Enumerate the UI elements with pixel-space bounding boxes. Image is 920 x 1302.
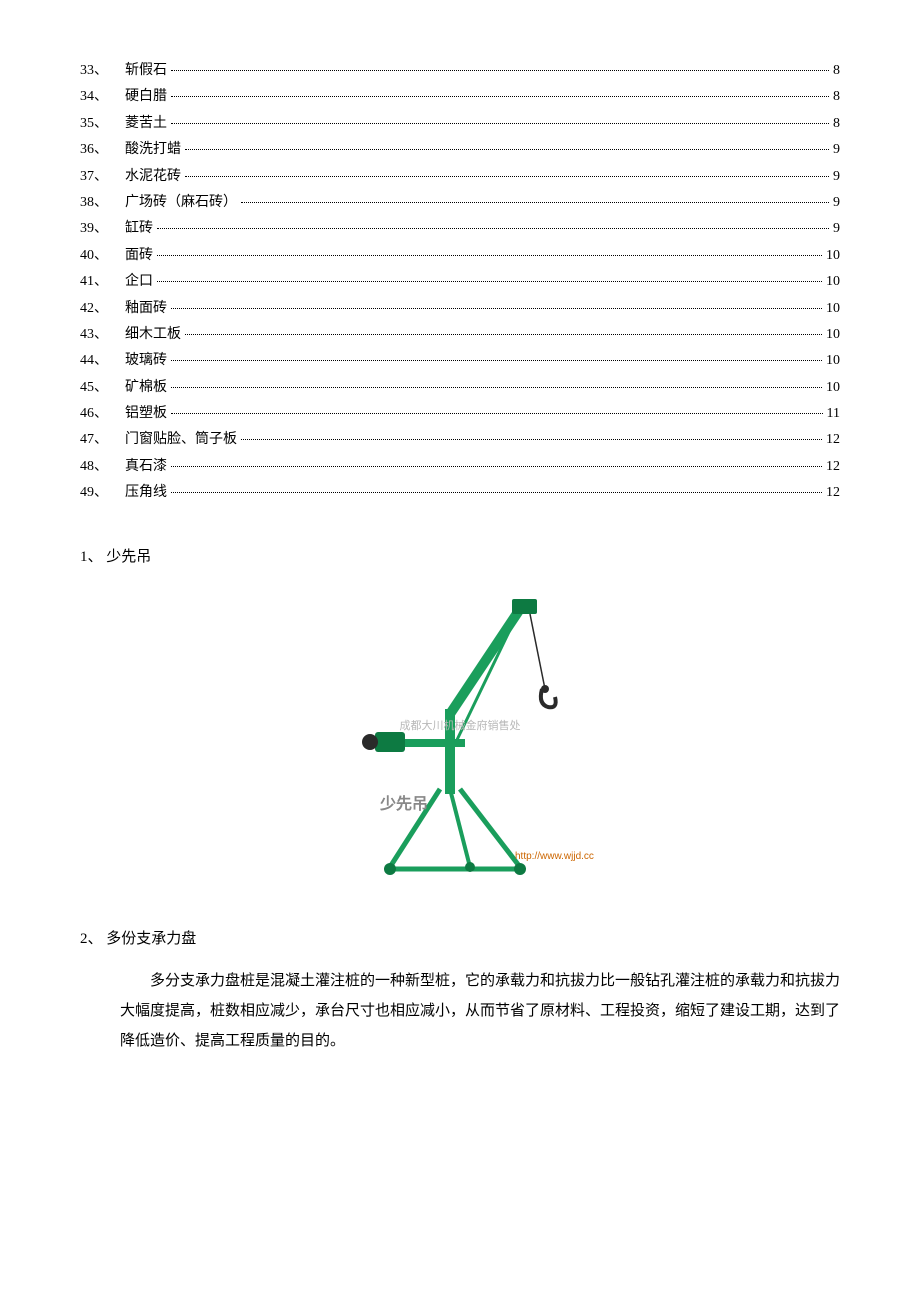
- section-heading: 1、 少先吊: [80, 545, 840, 569]
- toc-item: 38、 广场砖（麻石砖） 9: [80, 192, 840, 214]
- toc-page: 9: [833, 218, 840, 240]
- toc-title: 斩假石: [125, 60, 167, 82]
- section-heading: 2、 多份支承力盘: [80, 927, 840, 951]
- toc-number: 48、: [80, 456, 125, 478]
- toc-page: 10: [826, 350, 840, 372]
- toc-title: 玻璃砖: [125, 350, 167, 372]
- toc-title: 广场砖（麻石砖）: [125, 192, 237, 214]
- toc-page: 8: [833, 113, 840, 135]
- toc-number: 43、: [80, 324, 125, 346]
- toc-number: 33、: [80, 60, 125, 82]
- section-1: 1、 少先吊 成都大川: [80, 545, 840, 897]
- toc-item: 36、 酸洗打蜡 9: [80, 139, 840, 161]
- toc-item: 43、 细木工板 10: [80, 324, 840, 346]
- toc-title: 面砖: [125, 245, 153, 267]
- toc-item: 46、 铝塑板 11: [80, 403, 840, 425]
- toc-page: 10: [826, 298, 840, 320]
- toc-number: 34、: [80, 86, 125, 108]
- toc-dots: [171, 308, 822, 309]
- crane-icon: 成都大川机械金府销售处 少先吊 http://www.wjjd.cc: [320, 589, 600, 889]
- toc-number: 42、: [80, 298, 125, 320]
- toc-page: 9: [833, 166, 840, 188]
- toc-page: 10: [826, 245, 840, 267]
- toc-number: 47、: [80, 429, 125, 451]
- toc-page: 12: [826, 429, 840, 451]
- toc-dots: [171, 466, 822, 467]
- toc-dots: [171, 96, 829, 97]
- toc-number: 49、: [80, 482, 125, 504]
- toc-page: 10: [826, 271, 840, 293]
- toc-title: 酸洗打蜡: [125, 139, 181, 161]
- toc-item: 45、 矿棉板 10: [80, 377, 840, 399]
- toc-item: 39、 缸砖 9: [80, 218, 840, 240]
- toc-dots: [185, 176, 829, 177]
- toc-title: 门窗贴脸、筒子板: [125, 429, 237, 451]
- toc-item: 47、 门窗贴脸、筒子板 12: [80, 429, 840, 451]
- toc-number: 39、: [80, 218, 125, 240]
- toc-title: 釉面砖: [125, 298, 167, 320]
- url-text: http://www.wjjd.cc: [515, 851, 594, 862]
- toc-title: 矿棉板: [125, 377, 167, 399]
- toc-page: 8: [833, 86, 840, 108]
- watermark-text: 成都大川机械金府销售处: [400, 718, 521, 732]
- toc-dots: [157, 228, 829, 229]
- toc-dots: [157, 255, 822, 256]
- toc-number: 46、: [80, 403, 125, 425]
- toc-title: 企口: [125, 271, 153, 293]
- crane-figure: 成都大川机械金府销售处 少先吊 http://www.wjjd.cc: [80, 589, 840, 897]
- toc-item: 49、 压角线 12: [80, 482, 840, 504]
- toc-number: 35、: [80, 113, 125, 135]
- toc-page: 9: [833, 139, 840, 161]
- toc-number: 41、: [80, 271, 125, 293]
- toc-page: 10: [826, 377, 840, 399]
- toc-item: 33、 斩假石 8: [80, 60, 840, 82]
- toc-item: 35、 菱苦土 8: [80, 113, 840, 135]
- toc-dots: [241, 202, 829, 203]
- toc-dots: [157, 281, 822, 282]
- toc-dots: [171, 387, 822, 388]
- toc-title: 细木工板: [125, 324, 181, 346]
- toc-item: 41、 企口 10: [80, 271, 840, 293]
- toc-page: 12: [826, 456, 840, 478]
- toc-dots: [185, 334, 822, 335]
- toc-item: 42、 釉面砖 10: [80, 298, 840, 320]
- toc-title: 铝塑板: [125, 403, 167, 425]
- toc-page: 11: [827, 403, 840, 425]
- toc-title: 真石漆: [125, 456, 167, 478]
- toc-number: 36、: [80, 139, 125, 161]
- toc-dots: [171, 413, 823, 414]
- toc-item: 37、 水泥花砖 9: [80, 166, 840, 188]
- toc-dots: [171, 360, 822, 361]
- toc-dots: [171, 123, 829, 124]
- toc-item: 44、 玻璃砖 10: [80, 350, 840, 372]
- toc-title: 缸砖: [125, 218, 153, 240]
- toc-page: 12: [826, 482, 840, 504]
- toc-dots: [241, 439, 822, 440]
- toc-number: 38、: [80, 192, 125, 214]
- toc-page: 9: [833, 192, 840, 214]
- toc-item: 34、 硬白腊 8: [80, 86, 840, 108]
- toc-item: 40、 面砖 10: [80, 245, 840, 267]
- toc-dots: [185, 149, 829, 150]
- toc-title: 压角线: [125, 482, 167, 504]
- table-of-contents: 33、 斩假石 8 34、 硬白腊 8 35、 菱苦土 8 36、 酸洗打蜡 9…: [80, 60, 840, 505]
- toc-title: 菱苦土: [125, 113, 167, 135]
- crane-label: 少先吊: [379, 794, 428, 813]
- toc-page: 8: [833, 60, 840, 82]
- toc-title: 水泥花砖: [125, 166, 181, 188]
- toc-number: 45、: [80, 377, 125, 399]
- body-paragraph: 多分支承力盘桩是混凝土灌注桩的一种新型桩，它的承载力和抗拔力比一般钻孔灌注桩的承…: [80, 966, 840, 1056]
- toc-number: 44、: [80, 350, 125, 372]
- section-2: 2、 多份支承力盘 多分支承力盘桩是混凝土灌注桩的一种新型桩，它的承载力和抗拔力…: [80, 927, 840, 1056]
- toc-number: 37、: [80, 166, 125, 188]
- toc-number: 40、: [80, 245, 125, 267]
- toc-dots: [171, 492, 822, 493]
- toc-page: 10: [826, 324, 840, 346]
- toc-title: 硬白腊: [125, 86, 167, 108]
- toc-dots: [171, 70, 829, 71]
- toc-item: 48、 真石漆 12: [80, 456, 840, 478]
